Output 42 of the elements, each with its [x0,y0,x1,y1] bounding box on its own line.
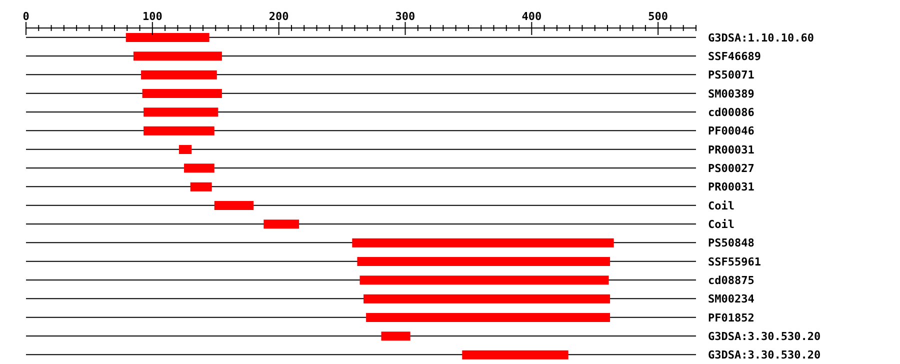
x-tick-label: 200 [268,10,289,23]
bar [144,108,218,117]
bar [142,89,222,98]
y-tick-label: Coil [708,199,734,212]
bar [381,332,410,341]
y-tick-label: cd00086 [708,106,755,119]
y-tick-label: SM00389 [708,87,754,100]
bar [184,164,214,173]
x-tick-label: 500 [648,10,668,23]
x-tick-label: 100 [142,10,162,23]
bar [190,182,212,192]
bar [462,350,568,360]
bar [366,313,610,322]
x-tick-label: 0 [22,10,30,23]
y-tick-label: cd08875 [708,274,754,287]
y-tick-label: PF00046 [708,124,755,138]
y-tick-label: Coil [708,218,734,231]
bar [357,257,610,266]
y-tick-label: G3DSA:1.10.10.60 [708,31,814,44]
bar [141,70,217,80]
y-tick-label: PS50848 [708,236,754,250]
x-tick-label: 400 [522,10,542,23]
bar [360,276,609,285]
y-tick-label: G3DSA:3.30.530.20 [708,348,821,362]
x-tick-label: 300 [395,10,416,23]
bar [178,145,192,154]
bar [214,201,254,210]
bar [126,33,210,42]
y-tick-label: SSF46689 [708,50,761,63]
y-tick-label: PR00031 [708,180,755,194]
y-tick-label: PS00027 [708,162,754,175]
y-tick-label: PR00031 [708,143,755,156]
bar [144,126,214,136]
y-tick-label: SM00234 [708,292,755,306]
y-tick-label: PS50071 [708,68,755,82]
y-tick-label: SSF55961 [708,255,762,268]
bar [352,238,614,248]
y-tick-label: G3DSA:3.30.530.20 [708,330,821,343]
y-tick-label: PF01852 [708,311,754,324]
bar [133,52,222,61]
bar [364,294,610,304]
bar [264,220,300,229]
